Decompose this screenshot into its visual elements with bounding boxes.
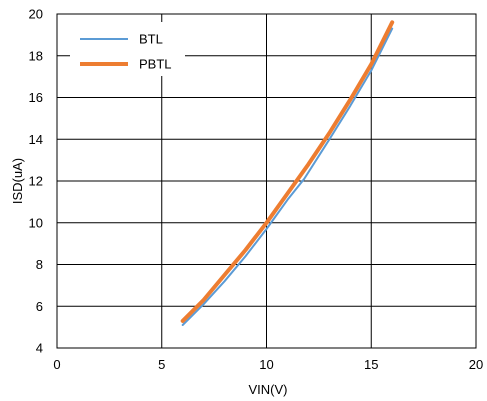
y-tick-label-14: 14 [29,132,43,147]
series-lines [180,20,395,326]
x-tick-label-10: 10 [259,357,273,372]
plot-area-border [56,13,477,349]
x-axis-title: VIN(V) [249,382,288,397]
legend: BTL PBTL [70,22,185,76]
series-line-pbtl [180,20,395,323]
legend-box [70,22,185,76]
y-tick-label-16: 16 [29,90,43,105]
y-tick-label-18: 18 [29,48,43,63]
y-tick-label-4: 4 [36,341,43,356]
y-tick-label-6: 6 [36,299,43,314]
legend-label-pbtl: PBTL [139,57,172,72]
x-tick-label-5: 5 [158,357,165,372]
legend-label-btl: BTL [139,32,163,47]
series-line-btl [181,27,394,326]
y-tick-label-20: 20 [29,7,43,22]
tick-labels: 0 5 10 15 20 4 6 8 10 12 14 16 18 20 [29,7,484,373]
y-tick-label-10: 10 [29,215,43,230]
y-axis-title: ISD(uA) [10,158,25,204]
x-tick-label-0: 0 [53,357,60,372]
y-tick-label-12: 12 [29,174,43,189]
x-tick-label-15: 15 [364,357,378,372]
plot-frame [56,13,477,349]
x-tick-label-20: 20 [469,357,483,372]
y-tick-label-8: 8 [36,257,43,272]
